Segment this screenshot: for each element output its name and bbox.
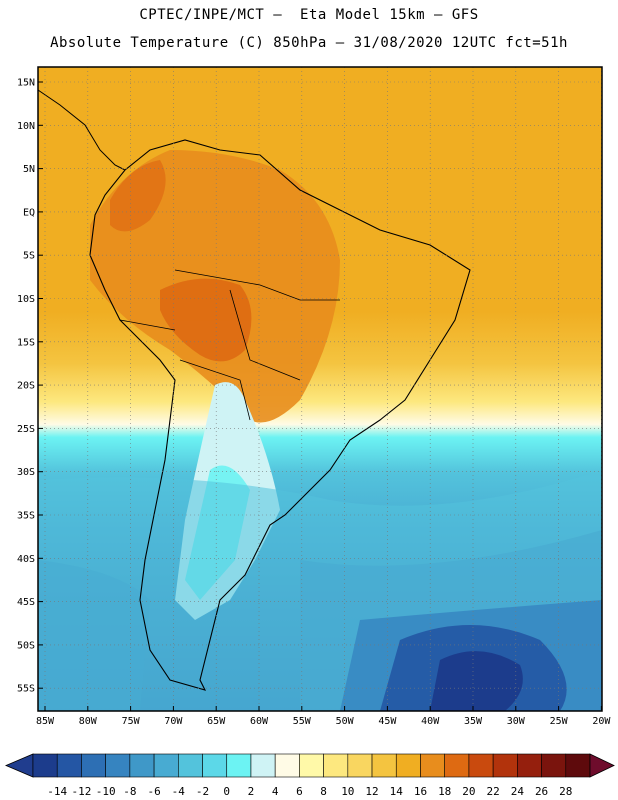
lat-tick-label: 25S [17,424,35,435]
lon-tick-label: 30W [507,716,526,727]
colorbar-swatch [129,753,155,778]
lat-tick-label: 35S [17,511,35,522]
lon-tick-label: 80W [79,716,98,727]
colorbar-swatch [492,753,518,778]
colorbar-swatch [81,753,106,778]
lat-tick-label: 15N [17,78,35,89]
colorbar-label: 8 [320,785,327,798]
central-america-coastline [37,89,126,171]
colorbar-label: 28 [559,785,572,798]
colorbar-swatch [250,753,276,778]
colorbar-label: 10 [341,785,354,798]
lon-tick-label: 70W [164,716,183,727]
colorbar-swatch [517,753,542,778]
lon-tick-label: 20W [592,716,611,727]
colorbar-swatch [56,753,82,778]
colorbar-swatch [323,753,349,778]
lat-tick-label: 20S [17,381,35,392]
colorbar-label: 22 [487,785,500,798]
graticule [38,67,602,711]
colorbar-label: -14 [47,785,67,798]
lat-tick-label: EQ [23,207,35,218]
longitude-axis: 85W 80W 75W 70W 65W 60W 55W 50W 45W 40W 35W 30W 25W 2… [36,706,611,727]
lat-tick-label: 10N [17,121,35,132]
colorbar-label: -2 [196,785,209,798]
colorbar-swatch [299,753,324,778]
colorbar-swatch [444,753,470,778]
colorbar-swatch [226,753,252,778]
lat-tick-label: 10S [17,294,35,305]
lat-tick-label: 5N [23,164,35,175]
colorbar-label: -6 [147,785,160,798]
lon-tick-label: 55W [293,716,312,727]
lat-tick-label: 55S [17,684,35,695]
lon-tick-label: 25W [550,716,569,727]
lon-tick-label: 60W [250,716,269,727]
lon-tick-label: 45W [378,716,397,727]
colorbar-label: 4 [272,785,279,798]
colorbar-under-arrow [4,753,34,778]
lon-tick-label: 85W [36,716,55,727]
lon-tick-label: 75W [122,716,141,727]
lat-tick-label: 5S [23,251,35,262]
colorbar-label: -8 [123,785,136,798]
colorbar-label: 6 [296,785,303,798]
colorbar-over-arrow [589,753,615,778]
colorbar-label: 16 [414,785,427,798]
lat-tick-label: 15S [17,337,35,348]
map-frame [37,66,603,712]
colorbar-label: -10 [96,785,116,798]
colorbar-label: 24 [511,785,525,798]
lat-tick-label: 45S [17,597,35,608]
lat-tick-label: 40S [17,554,35,565]
colorbar-swatch [565,753,591,778]
colorbar-label: 14 [390,785,404,798]
temperature-field [38,67,602,711]
title-line-2: Absolute Temperature (C) 850hPa – 31/08/… [50,35,568,51]
south-america-coastline [89,139,471,691]
colorbar-label: 0 [223,785,230,798]
lon-tick-label: 65W [207,716,226,727]
colorbar-swatch [395,753,421,778]
lat-tick-label: 30S [17,467,35,478]
colorbar-label: -4 [172,785,186,798]
colorbar-swatch [274,753,300,778]
latitude-axis: 15N 10N 5N EQ 5S 10S 15S 20S 25S 30S 35S 40S 45S 50S 5… [17,78,43,695]
colorbar-swatch [105,753,131,778]
colorbar-swatch [178,753,203,778]
colorbar-label: 18 [438,785,451,798]
country-borders [119,269,340,421]
colorbar-label: 2 [248,785,255,798]
lat-tick-label: 50S [17,640,35,651]
colorbar-label: 12 [365,785,378,798]
colorbar-swatch [468,753,494,778]
colorbar-swatch [420,753,445,778]
colorbar-label: 20 [462,785,475,798]
lon-tick-label: 35W [464,716,483,727]
colorbar-label: -12 [71,785,91,798]
colorbar-swatch [153,753,179,778]
colorbar-swatch [371,753,397,778]
colorbar-swatch [32,753,58,778]
lon-tick-label: 50W [336,716,355,727]
colorbar: -14 -12 -10 -8 -6 -4 -2 0 2 4 6 8 10 12 14 16 18 20 22 24 26… [4,753,615,798]
colorbar-swatch [347,753,373,778]
lon-tick-label: 40W [421,716,440,727]
colorbar-swatch [541,753,567,778]
colorbar-swatch [202,753,228,778]
colorbar-label: 26 [535,785,548,798]
title-line-1: CPTEC/INPE/MCT – Eta Model 15km – GFS [139,7,479,23]
